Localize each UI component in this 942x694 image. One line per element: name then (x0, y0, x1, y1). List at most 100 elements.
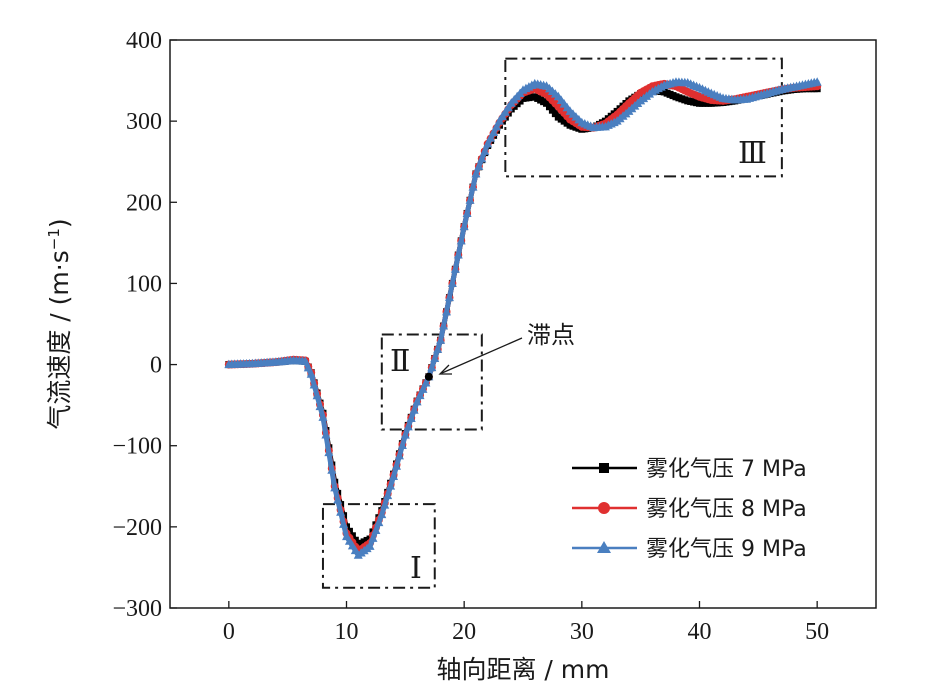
data-point (324, 447, 334, 457)
series-2 (224, 79, 822, 556)
data-point (477, 153, 487, 163)
data-point (474, 161, 484, 170)
data-point (427, 362, 437, 372)
data-point (389, 471, 399, 481)
data-point (447, 278, 457, 287)
data-point (480, 146, 490, 155)
data-point (318, 412, 328, 421)
data-point (365, 541, 375, 550)
data-point (453, 250, 463, 259)
data-point (489, 127, 499, 137)
y-tick-label: −100 (112, 434, 162, 460)
data-point (380, 500, 390, 509)
y-tick-label: −200 (112, 515, 162, 541)
data-point (315, 401, 325, 411)
data-point (444, 292, 454, 302)
region-box-2 (380, 333, 483, 431)
region-label-2: Ⅱ (390, 345, 410, 378)
data-point (327, 465, 337, 474)
data-point (450, 264, 460, 273)
series-layer (224, 77, 822, 559)
data-point (368, 533, 378, 542)
data-point (465, 195, 475, 204)
data-point (312, 390, 322, 400)
y-axis-label: 气流速度 / (m·s−1) (45, 218, 74, 429)
legend-marker-circle-8mpa (598, 502, 610, 514)
data-point (462, 208, 472, 217)
region-label-3: Ⅲ (738, 137, 767, 170)
data-point (494, 116, 504, 125)
legend-label-7mpa: 雾化气压 7 MPa (646, 457, 807, 482)
data-point (415, 390, 425, 400)
stagnation-arrowhead (438, 364, 452, 375)
stagnation-point (424, 372, 433, 381)
data-point (433, 344, 443, 353)
legend-marker-triangle-9mpa (597, 541, 611, 553)
data-point (442, 306, 452, 316)
data-point (321, 429, 331, 439)
stagnation-arrow (441, 337, 523, 374)
y-tick-label: 400 (126, 28, 162, 54)
data-point (400, 430, 410, 439)
plot-frame (169, 39, 877, 609)
data-point (403, 421, 413, 431)
x-axis-label: 轴向距离 / mm (436, 655, 609, 684)
data-point (459, 221, 469, 231)
region-label-1: Ⅰ (410, 552, 422, 585)
data-point (500, 107, 510, 116)
legend: 雾化气压 7 MPa 雾化气压 8 MPa 雾化气压 9 MPa (572, 457, 807, 562)
legend-entry-7mpa: 雾化气压 7 MPa (572, 457, 807, 482)
y-tick-label: 0 (150, 353, 162, 379)
y-tick-label: −300 (112, 596, 162, 622)
data-point (456, 235, 466, 245)
data-point (374, 517, 384, 527)
data-point (471, 168, 481, 178)
data-point (333, 495, 343, 504)
y-tick-label: 100 (126, 271, 162, 297)
data-point (386, 481, 396, 490)
axes-layer: 0 10 20 30 40 50 −300 −200 −100 0 100 200 300 400 (112, 28, 829, 645)
data-point (436, 335, 446, 344)
x-tick-label: 20 (452, 619, 476, 645)
x-tick-label: 30 (570, 619, 594, 645)
y-axis-label-sup: −1 (45, 228, 63, 250)
data-point (430, 353, 440, 362)
series-line (226, 79, 820, 558)
y-tick-label: 200 (126, 190, 162, 216)
data-point (492, 121, 502, 131)
data-point (303, 362, 313, 372)
data-point (309, 380, 319, 389)
data-point (812, 77, 822, 86)
data-point (421, 378, 431, 387)
data-point (409, 405, 419, 414)
data-point (339, 519, 349, 528)
legend-entry-8mpa: 雾化气压 8 MPa (572, 497, 807, 522)
data-point (503, 102, 513, 112)
legend-entry-9mpa: 雾化气压 9 MPa (572, 537, 807, 562)
data-point (330, 482, 340, 492)
data-point (394, 450, 404, 460)
legend-label-8mpa: 雾化气压 8 MPa (646, 497, 807, 522)
data-point (377, 509, 387, 519)
y-axis-label-close: ) (45, 218, 74, 228)
data-point (439, 321, 449, 330)
x-tick-label: 10 (335, 619, 359, 645)
data-point (483, 138, 493, 148)
x-tick-label: 50 (805, 619, 829, 645)
data-point (486, 133, 496, 142)
series-3 (224, 77, 822, 559)
y-tick-label: 300 (126, 109, 162, 135)
data-point (468, 182, 478, 191)
legend-label-9mpa: 雾化气压 9 MPa (646, 537, 807, 562)
data-point (300, 356, 310, 365)
data-point (418, 384, 428, 393)
data-point (497, 111, 507, 121)
legend-marker-square-7mpa (599, 463, 609, 473)
data-point (371, 525, 381, 535)
data-point (383, 490, 393, 500)
y-axis-label-main: 气流速度 / (m·s (45, 250, 74, 429)
data-point (412, 396, 422, 406)
x-tick-label: 0 (223, 619, 235, 645)
data-point (406, 413, 416, 423)
